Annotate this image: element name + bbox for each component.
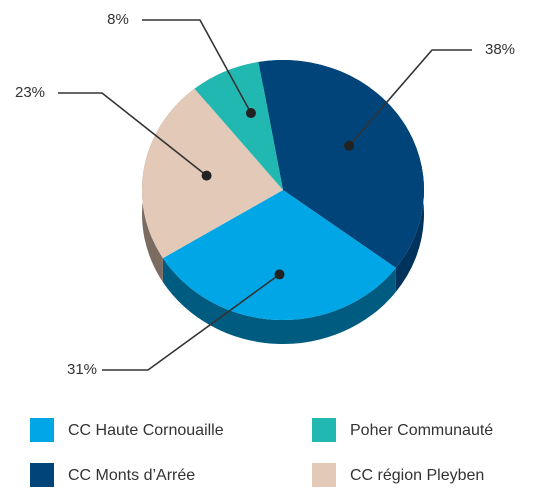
pie-slice bbox=[194, 61, 283, 190]
leader-line bbox=[142, 19, 252, 114]
leader-dot bbox=[201, 170, 212, 181]
legend-label: CC Monts d’Arrée bbox=[68, 467, 195, 484]
legend-swatch bbox=[312, 463, 336, 487]
pie-slice bbox=[258, 59, 425, 268]
legend-label: Poher Communauté bbox=[350, 422, 493, 439]
legend-label: CC Haute Cornouaille bbox=[68, 422, 224, 439]
pie-slice bbox=[162, 190, 396, 321]
legend-swatch bbox=[312, 418, 336, 442]
leader-line bbox=[58, 92, 208, 177]
legend-label: CC région Pleyben bbox=[350, 467, 484, 484]
leader-dot bbox=[274, 269, 285, 280]
leader-dot bbox=[245, 108, 256, 119]
data-label: 38% bbox=[485, 41, 515, 58]
pie-side bbox=[162, 258, 396, 344]
data-label: 31% bbox=[67, 361, 97, 378]
data-label: 23% bbox=[15, 84, 45, 101]
legend-swatch bbox=[30, 418, 54, 442]
legend-swatch bbox=[30, 463, 54, 487]
leader-line bbox=[102, 273, 280, 371]
pie-slice bbox=[142, 88, 283, 259]
leader-dot bbox=[344, 140, 355, 151]
data-label: 8% bbox=[107, 11, 129, 28]
leader-line bbox=[348, 49, 472, 147]
